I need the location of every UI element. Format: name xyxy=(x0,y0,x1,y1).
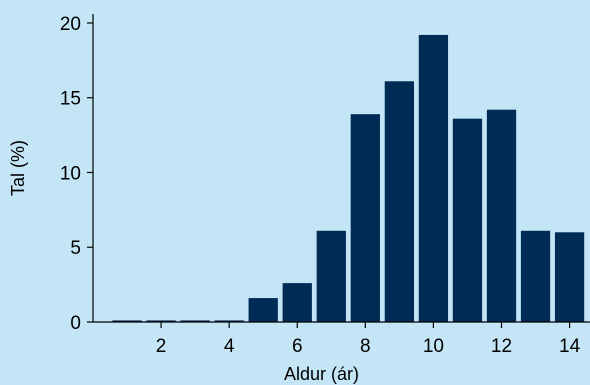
y-tick-label: 5 xyxy=(70,238,81,259)
bar-age-6 xyxy=(282,283,312,322)
x-tick-label: 2 xyxy=(156,336,167,357)
bar-age-12 xyxy=(486,109,517,322)
bar-age-13 xyxy=(520,230,551,322)
bar-age-14 xyxy=(554,232,585,322)
bar-age-11 xyxy=(452,118,483,323)
y-tick-label: 15 xyxy=(60,89,81,110)
x-axis: 2 4 6 8 10 12 14 xyxy=(93,321,590,357)
y-tick-label: 20 xyxy=(60,14,81,35)
bar-age-8 xyxy=(350,114,380,322)
x-tick-label: 6 xyxy=(292,336,303,357)
bar-age-4 xyxy=(214,320,244,322)
x-tick-label: 14 xyxy=(559,336,581,357)
x-tick-label: 12 xyxy=(491,336,512,357)
bar-age-9 xyxy=(384,81,415,322)
bar-age-7 xyxy=(316,230,346,322)
y-axis: 0 5 10 15 20 xyxy=(60,14,94,334)
x-tick-label: 8 xyxy=(360,336,371,357)
y-axis-title: Tal (%) xyxy=(8,140,28,196)
y-tick-label: 10 xyxy=(60,163,81,184)
bars-group xyxy=(112,34,585,323)
bar-age-3 xyxy=(180,320,210,322)
bar-age-5 xyxy=(248,298,278,322)
x-tick-label: 10 xyxy=(423,336,444,357)
bar-age-2 xyxy=(146,320,176,322)
bar-age-1 xyxy=(112,320,142,322)
x-axis-title: Aldur (ár) xyxy=(284,364,359,384)
x-tick-label: 4 xyxy=(224,336,235,357)
y-tick-label: 0 xyxy=(70,313,81,334)
bar-age-10 xyxy=(418,34,449,322)
